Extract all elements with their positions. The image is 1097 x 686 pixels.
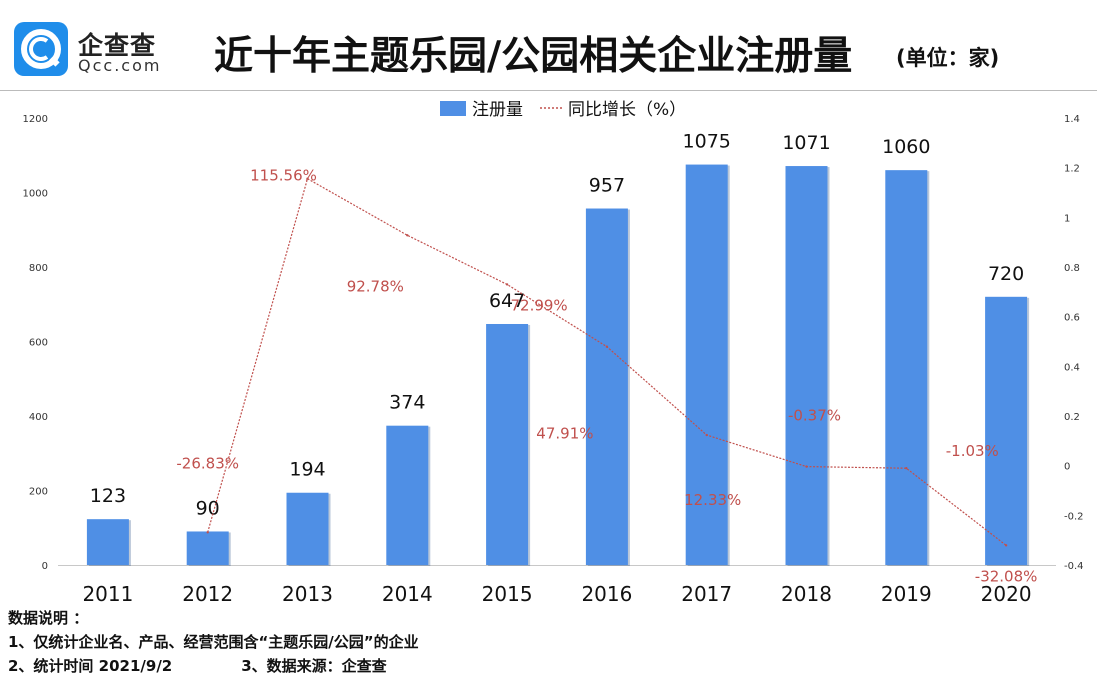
y-left-tick-label: 600 [29, 338, 48, 349]
x-tick-label: 2014 [382, 582, 433, 604]
y-right-tick-label: 1 [1064, 213, 1070, 224]
legend-label-bar: 注册量 [472, 100, 523, 120]
growth-point [905, 467, 908, 470]
bar-value-label: 1075 [683, 131, 731, 153]
x-tick-label: 2012 [182, 582, 233, 604]
bar [86, 519, 129, 565]
notes-row-2: 2、统计时间 2021/9/2 3、数据来源：企查查 [8, 654, 419, 678]
bar-value-label: 1071 [782, 132, 830, 154]
growth-point [406, 234, 409, 237]
growth-value-label: 72.99% [510, 296, 567, 314]
bar-value-label: 194 [289, 459, 325, 481]
logo-mark-icon [14, 22, 68, 76]
combo-chart: 注册量 同比增长（%） 0 200 400 600 800 1000 1200 -0.4 -0.2 0… [23, 100, 1084, 604]
y-left-tick-label: 1200 [23, 114, 48, 125]
y-right-tick-label: -0.4 [1064, 561, 1084, 572]
x-tick-label: 2019 [881, 582, 932, 604]
y-right-tick-label: 0.2 [1064, 412, 1080, 423]
growth-point [705, 433, 708, 437]
bar [486, 323, 529, 565]
bar-value-label: 957 [589, 175, 625, 197]
chart-title: 近十年主题乐园/公园相关企业注册量 [214, 34, 853, 79]
growth-point [1004, 544, 1008, 547]
growth-point [505, 283, 509, 286]
y-right-tick-label: 0 [1064, 462, 1070, 473]
x-tick-label: 2013 [282, 582, 333, 604]
bar-value-label: 720 [988, 263, 1024, 285]
y-left-tick-label: 800 [29, 263, 48, 274]
bar [286, 492, 329, 565]
notes-heading: 数据说明 ： [8, 609, 89, 627]
notes-item-1: 1、仅统计企业名、产品、经营范围含“主题乐园/公园”的企业 [8, 633, 419, 651]
bar-value-label: 647 [489, 290, 525, 312]
growth-point [206, 531, 209, 534]
bar-value-label: 90 [196, 497, 220, 519]
brand-logo: 企查查 Qcc.com [14, 22, 200, 78]
x-tick-label: 2016 [581, 582, 632, 604]
header-divider [0, 90, 1097, 91]
x-tick-label: 2020 [981, 582, 1032, 604]
data-notes: 数据说明 ： 1、仅统计企业名、产品、经营范围含“主题乐园/公园”的企业 2、统… [8, 606, 419, 678]
y-left-tick-label: 400 [29, 412, 48, 423]
bar [885, 170, 928, 565]
x-tick-label: 2017 [681, 582, 732, 604]
growth-point [605, 345, 609, 348]
growth-point [805, 465, 808, 468]
growth-value-label: -1.03% [946, 442, 999, 460]
x-tick-label: 2011 [82, 582, 133, 604]
bar [585, 208, 628, 565]
growth-value-label: -32.08% [975, 567, 1038, 585]
bar [386, 425, 429, 565]
growth-value-label: -0.37% [788, 407, 841, 425]
growth-value-label: -26.83% [176, 454, 239, 472]
bar-value-label: 123 [90, 485, 126, 507]
chart-unit: (单位：家) [896, 46, 1000, 70]
legend-label-line: 同比增长（%） [568, 100, 686, 120]
growth-value-label: 47.91% [536, 425, 593, 443]
growth-point [306, 177, 309, 180]
logo-name: 企查查 [78, 31, 157, 60]
growth-value-label: 12.33% [684, 491, 741, 509]
x-tick-label: 2018 [781, 582, 832, 604]
y-right-tick-label: 1.2 [1064, 164, 1080, 175]
y-left-tick-label: 1000 [23, 189, 48, 200]
y-right-tick-label: 0.4 [1064, 362, 1080, 373]
x-tick-label: 2015 [482, 582, 533, 604]
y-right-tick-label: -0.2 [1064, 511, 1084, 522]
growth-value-label: 115.56% [250, 167, 317, 185]
bar [985, 296, 1028, 565]
legend-swatch-bar [440, 101, 466, 116]
y-right-tick-label: 1.4 [1064, 114, 1080, 125]
y-right-tick-label: 0.6 [1064, 313, 1080, 324]
notes-item-2: 2、统计时间 2021/9/2 [8, 657, 173, 675]
growth-value-label: 92.78% [347, 277, 404, 295]
y-right-tick-label: 0.8 [1064, 263, 1080, 274]
bar-value-label: 1060 [882, 136, 930, 158]
bar-value-label: 374 [389, 392, 425, 414]
bar [186, 531, 229, 565]
bar [685, 164, 728, 565]
y-left-tick-label: 200 [29, 487, 48, 498]
logo-subtitle: Qcc.com [78, 56, 162, 75]
bar [785, 166, 828, 565]
y-left-tick-label: 0 [42, 561, 48, 572]
notes-item-3: 3、数据来源：企查查 [241, 657, 387, 675]
